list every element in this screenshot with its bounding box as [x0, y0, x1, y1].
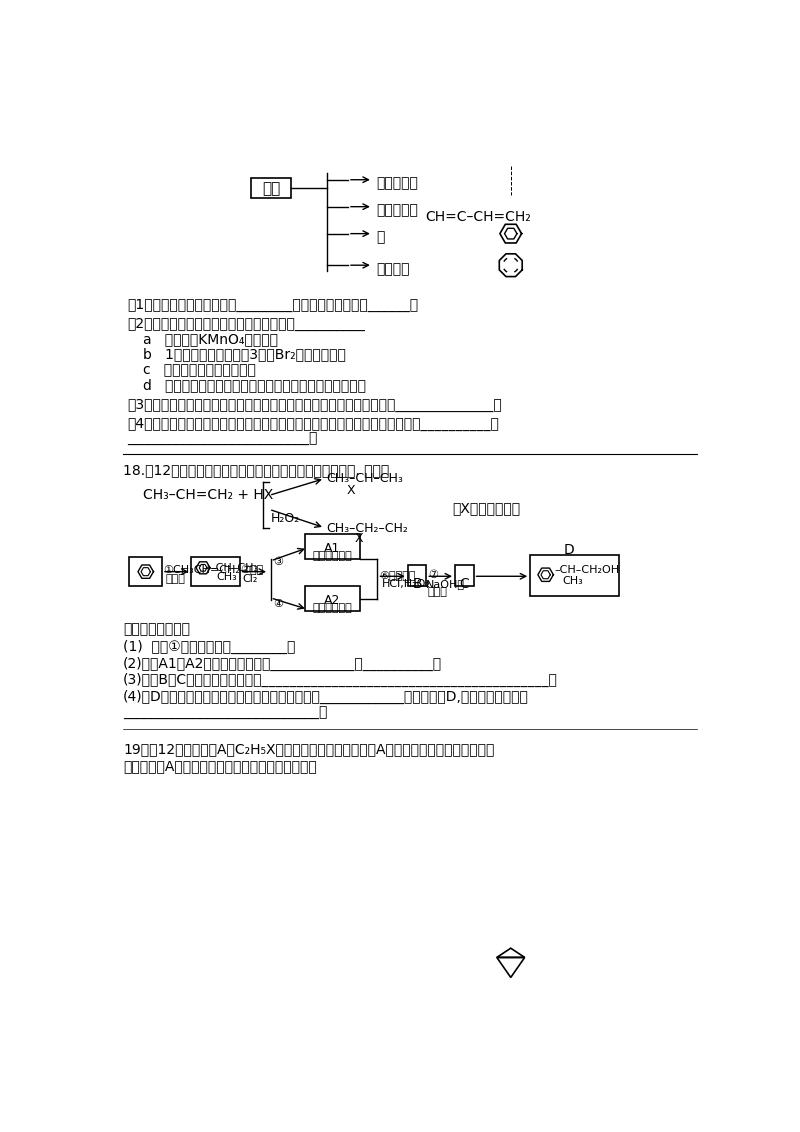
Text: (3)写出B到C的化学反应方程式：_________________________________________；: (3)写出B到C的化学反应方程式：_______________________… — [123, 674, 558, 687]
Text: –CH–CH₂OH: –CH–CH₂OH — [555, 565, 620, 575]
Text: (4)与D的碳架结构相同且含有羟基的同分异构体有____________种（不包括D,任意写出其中一种: (4)与D的碳架结构相同且含有羟基的同分异构体有____________种（不包… — [123, 691, 529, 704]
Text: （1）正四面体烷的分子式为________，其二氯取代产物有______种: （1）正四面体烷的分子式为________，其二氯取代产物有______种 — [127, 298, 418, 311]
Text: Cl₂: Cl₂ — [242, 574, 258, 584]
Text: A1: A1 — [324, 541, 341, 555]
Text: （一氯代物）: （一氯代物） — [313, 551, 352, 560]
Text: X: X — [346, 483, 355, 497]
Text: CH₃–CH₂–CH₂: CH₃–CH₂–CH₂ — [326, 522, 408, 534]
Text: d   等质量的乙炔与乙烯基乙炔完全燃烧时的耗氧量不相同: d 等质量的乙炔与乙烯基乙炔完全燃烧时的耗氧量不相同 — [142, 378, 366, 393]
Text: （X）为卤素原子: （X）为卤素原子 — [453, 501, 521, 515]
Text: 乙烯基乙炔: 乙烯基乙炔 — [376, 204, 418, 217]
Text: ⑦: ⑦ — [428, 571, 438, 580]
Text: CH₃–CH–CH₃: CH₃–CH–CH₃ — [326, 472, 403, 486]
Text: b   1摩尔乙烯基乙炔能与3摩尔Br₂发生加成反应: b 1摩尔乙烯基乙炔能与3摩尔Br₂发生加成反应 — [142, 348, 346, 361]
Text: NaOH的: NaOH的 — [426, 580, 465, 590]
Text: ①CH₃CH=CH₂: ①CH₃CH=CH₂ — [162, 565, 240, 575]
Text: 水溶液: 水溶液 — [427, 588, 447, 597]
Text: （一氯代物）: （一氯代物） — [313, 603, 352, 614]
Text: a   能使酸性KMnO₄溶液褪色: a 能使酸性KMnO₄溶液褪色 — [142, 332, 278, 346]
Text: ③: ③ — [274, 557, 284, 567]
Text: 正四面体烷: 正四面体烷 — [376, 177, 418, 190]
Text: 19．（12分）卤代烃A（C₂H₅X）是一种无色液体，为探究A的性质，设计如下实验方案。: 19．（12分）卤代烃A（C₂H₅X）是一种无色液体，为探究A的性质，设计如下实… — [123, 743, 494, 756]
Text: （3）写出与环辛四烯互为同分异构体且属于芳香烃的分子的结构简式：______________。: （3）写出与环辛四烯互为同分异构体且属于芳香烃的分子的结构简式：________… — [127, 397, 502, 412]
Bar — [306, 534, 360, 558]
Text: 乙炔: 乙炔 — [262, 181, 280, 196]
Text: X: X — [354, 532, 363, 546]
Text: __________________________。: __________________________。 — [127, 432, 318, 446]
Text: （2）关于乙烯基乙炔分子的说法错误的是：__________: （2）关于乙烯基乙炔分子的说法错误的是：__________ — [127, 317, 365, 331]
Text: CH₃: CH₃ — [562, 575, 583, 585]
Text: (1)  反应①的反应类型：________；: (1) 反应①的反应类型：________； — [123, 640, 296, 653]
Text: –CH–CH₃: –CH–CH₃ — [211, 564, 259, 573]
Text: CH=C–CH=CH₂: CH=C–CH=CH₂ — [426, 209, 531, 224]
Text: C: C — [459, 577, 469, 591]
Text: 方案一：往A中加入硝酸银溶液，充分振荡，静置。: 方案一：往A中加入硝酸银溶液，充分振荡，静置。 — [123, 760, 317, 773]
Text: （4）写出与苯互为同系物且一氯代物只有两种的物质的结构简式（举两例）：__________、: （4）写出与苯互为同系物且一氯代物只有两种的物质的结构简式（举两例）：_____… — [127, 417, 499, 431]
Text: D: D — [563, 543, 574, 557]
Text: A2: A2 — [324, 594, 341, 607]
Bar — [191, 557, 239, 586]
Text: ____________________________。: ____________________________。 — [123, 705, 328, 720]
Text: CH₃: CH₃ — [216, 573, 237, 583]
Text: B: B — [412, 577, 422, 591]
Text: HCl,H₂O₂: HCl,H₂O₂ — [382, 580, 431, 590]
Bar — [130, 557, 162, 586]
Text: c   所有原子一定在同一平面: c 所有原子一定在同一平面 — [142, 363, 255, 377]
Text: 请回答下列问题：: 请回答下列问题： — [123, 623, 190, 636]
Text: ④: ④ — [274, 599, 284, 609]
Bar — [306, 586, 360, 611]
Text: CH₃–CH=CH₂ + HX: CH₃–CH=CH₂ + HX — [142, 488, 273, 501]
Text: 苯: 苯 — [376, 231, 384, 245]
Bar — [455, 565, 474, 586]
Text: 18.（12分）有机化学反应因条件不同，可生成不同的产物. 例如：: 18.（12分）有机化学反应因条件不同，可生成不同的产物. 例如： — [123, 463, 390, 477]
Text: ②光照: ②光照 — [240, 565, 263, 575]
Bar — [530, 556, 619, 595]
Text: (2)写出A1、A2可能的结构简式：____________，__________；: (2)写出A1、A2可能的结构简式：____________，_________… — [123, 657, 442, 670]
Bar — [251, 178, 291, 198]
Text: 环辛四烯: 环辛四烯 — [376, 263, 410, 276]
Text: H₂O₂: H₂O₂ — [270, 513, 300, 525]
Text: ⑥加成反应: ⑥加成反应 — [379, 571, 415, 580]
Bar — [408, 565, 426, 586]
Text: 催化剂: 催化剂 — [165, 574, 185, 584]
